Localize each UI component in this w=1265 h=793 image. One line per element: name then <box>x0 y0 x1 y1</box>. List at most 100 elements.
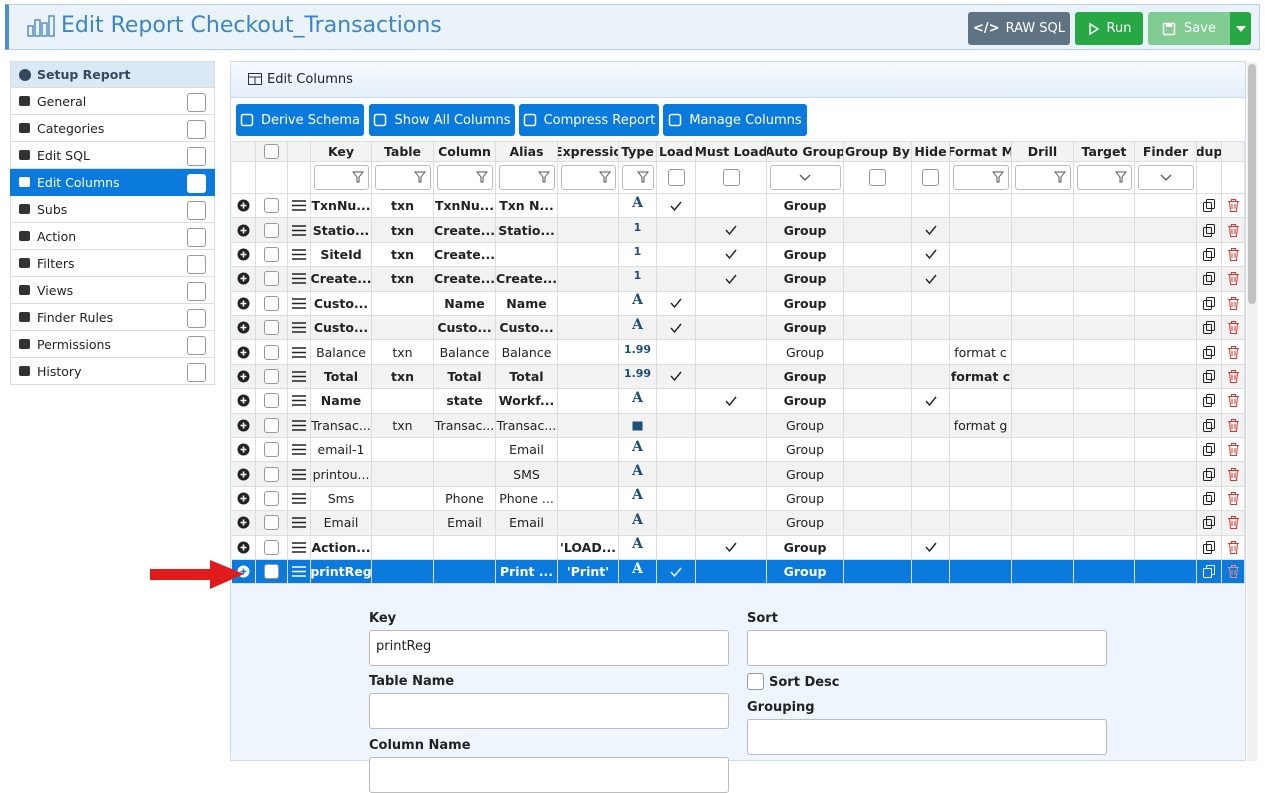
delete-button[interactable] <box>1227 491 1239 505</box>
delete-button[interactable] <box>1227 443 1239 457</box>
save-button[interactable]: Save <box>1148 12 1230 45</box>
toolbar-button[interactable]: Manage Columns <box>663 104 807 136</box>
sidebar-checkbox[interactable] <box>187 336 206 355</box>
expand-button[interactable] <box>237 468 250 481</box>
expand-button[interactable] <box>237 419 250 432</box>
row-checkbox[interactable] <box>264 442 279 458</box>
sidebar-checkbox[interactable] <box>187 255 206 274</box>
toolbar-button[interactable]: Derive Schema <box>236 104 364 136</box>
filter-checkbox[interactable] <box>922 169 939 186</box>
sidebar-item[interactable]: Edit Columns <box>10 169 215 196</box>
drag-handle[interactable] <box>292 224 306 236</box>
row-checkbox[interactable] <box>264 222 279 238</box>
expand-button[interactable] <box>237 272 250 285</box>
expand-button[interactable] <box>237 297 250 310</box>
row-checkbox[interactable] <box>264 344 279 360</box>
duplicate-button[interactable] <box>1203 540 1215 554</box>
expand-button[interactable] <box>237 370 250 383</box>
row-checkbox[interactable] <box>264 393 279 409</box>
raw-sql-button[interactable]: </> RAW SQL <box>968 12 1070 45</box>
row-checkbox[interactable] <box>264 490 279 506</box>
sidebar-item[interactable]: Filters <box>10 250 215 277</box>
row-checkbox[interactable] <box>264 198 279 214</box>
duplicate-button[interactable] <box>1203 369 1215 383</box>
drag-handle[interactable] <box>292 444 306 455</box>
duplicate-button[interactable] <box>1203 321 1215 335</box>
run-button[interactable]: Run <box>1075 12 1143 45</box>
drag-handle[interactable] <box>292 517 306 529</box>
sidebar-checkbox[interactable] <box>187 363 206 382</box>
sidebar-item[interactable]: Views <box>10 277 215 304</box>
delete-button[interactable] <box>1227 418 1239 432</box>
filter-checkbox[interactable] <box>667 169 685 186</box>
delete-button[interactable] <box>1227 540 1239 554</box>
filter-input[interactable] <box>313 165 369 190</box>
expand-button[interactable] <box>237 199 250 212</box>
expand-button[interactable] <box>237 346 250 359</box>
expand-button[interactable] <box>237 394 250 407</box>
duplicate-button[interactable] <box>1203 394 1215 408</box>
duplicate-button[interactable] <box>1203 272 1215 286</box>
sidebar-checkbox[interactable] <box>187 174 206 193</box>
drag-handle[interactable] <box>292 468 306 480</box>
delete-button[interactable] <box>1227 321 1239 335</box>
sidebar-checkbox[interactable] <box>187 120 206 139</box>
delete-button[interactable] <box>1227 516 1239 530</box>
expand-button[interactable] <box>237 541 250 554</box>
delete-button[interactable] <box>1227 565 1239 579</box>
drag-handle[interactable] <box>292 273 306 285</box>
drag-handle[interactable] <box>292 346 306 358</box>
sidebar-checkbox[interactable] <box>187 201 206 220</box>
filter-input[interactable] <box>498 165 555 190</box>
filter-checkbox[interactable] <box>869 169 886 186</box>
duplicate-button[interactable] <box>1203 443 1215 457</box>
delete-button[interactable] <box>1227 296 1239 310</box>
sidebar-item[interactable]: Subs <box>10 196 215 223</box>
duplicate-button[interactable] <box>1203 296 1215 310</box>
table-name-input[interactable] <box>369 693 729 729</box>
sort-input[interactable] <box>747 630 1107 666</box>
scrollbar-thumb[interactable] <box>1248 64 1256 304</box>
drag-handle[interactable] <box>292 298 306 309</box>
drag-handle[interactable] <box>292 395 306 407</box>
filter-checkbox[interactable] <box>722 169 740 186</box>
row-checkbox[interactable] <box>264 564 279 580</box>
delete-button[interactable] <box>1227 369 1239 383</box>
toolbar-button[interactable]: Compress Report <box>519 104 659 136</box>
duplicate-button[interactable] <box>1203 247 1215 261</box>
expand-button[interactable] <box>237 321 250 334</box>
sidebar-item[interactable]: Permissions <box>10 331 215 358</box>
duplicate-button[interactable] <box>1203 345 1215 359</box>
filter-input[interactable] <box>436 165 493 190</box>
filter-input[interactable] <box>952 165 1009 190</box>
row-checkbox[interactable] <box>264 368 279 384</box>
filter-input[interactable] <box>1076 165 1132 190</box>
delete-button[interactable] <box>1227 467 1239 481</box>
filter-dropdown[interactable] <box>1137 165 1194 190</box>
sidebar-checkbox[interactable] <box>187 93 206 112</box>
drag-handle[interactable] <box>292 249 306 260</box>
drag-handle[interactable] <box>292 371 306 382</box>
expand-button[interactable] <box>237 443 250 456</box>
sidebar-item[interactable]: General <box>10 88 215 115</box>
drag-handle[interactable] <box>292 566 306 577</box>
sidebar-item[interactable]: Action <box>10 223 215 250</box>
sidebar-item[interactable]: History <box>10 358 215 385</box>
sidebar-item[interactable]: Edit SQL <box>10 142 215 169</box>
delete-button[interactable] <box>1227 199 1239 213</box>
duplicate-button[interactable] <box>1203 467 1215 481</box>
filter-input[interactable] <box>1014 165 1071 190</box>
row-checkbox[interactable] <box>264 417 279 433</box>
column-name-input[interactable] <box>369 757 729 793</box>
sidebar-checkbox[interactable] <box>187 147 206 166</box>
filter-dropdown[interactable] <box>769 165 841 190</box>
filter-input[interactable] <box>560 165 616 190</box>
expand-button[interactable] <box>237 224 250 237</box>
row-checkbox[interactable] <box>264 271 279 287</box>
sidebar-checkbox[interactable] <box>187 228 206 247</box>
sidebar-item[interactable]: Categories <box>10 115 215 142</box>
select-all-checkbox[interactable] <box>264 144 279 159</box>
row-checkbox[interactable] <box>264 246 279 262</box>
sidebar-item[interactable]: Finder Rules <box>10 304 215 331</box>
delete-button[interactable] <box>1227 394 1239 408</box>
